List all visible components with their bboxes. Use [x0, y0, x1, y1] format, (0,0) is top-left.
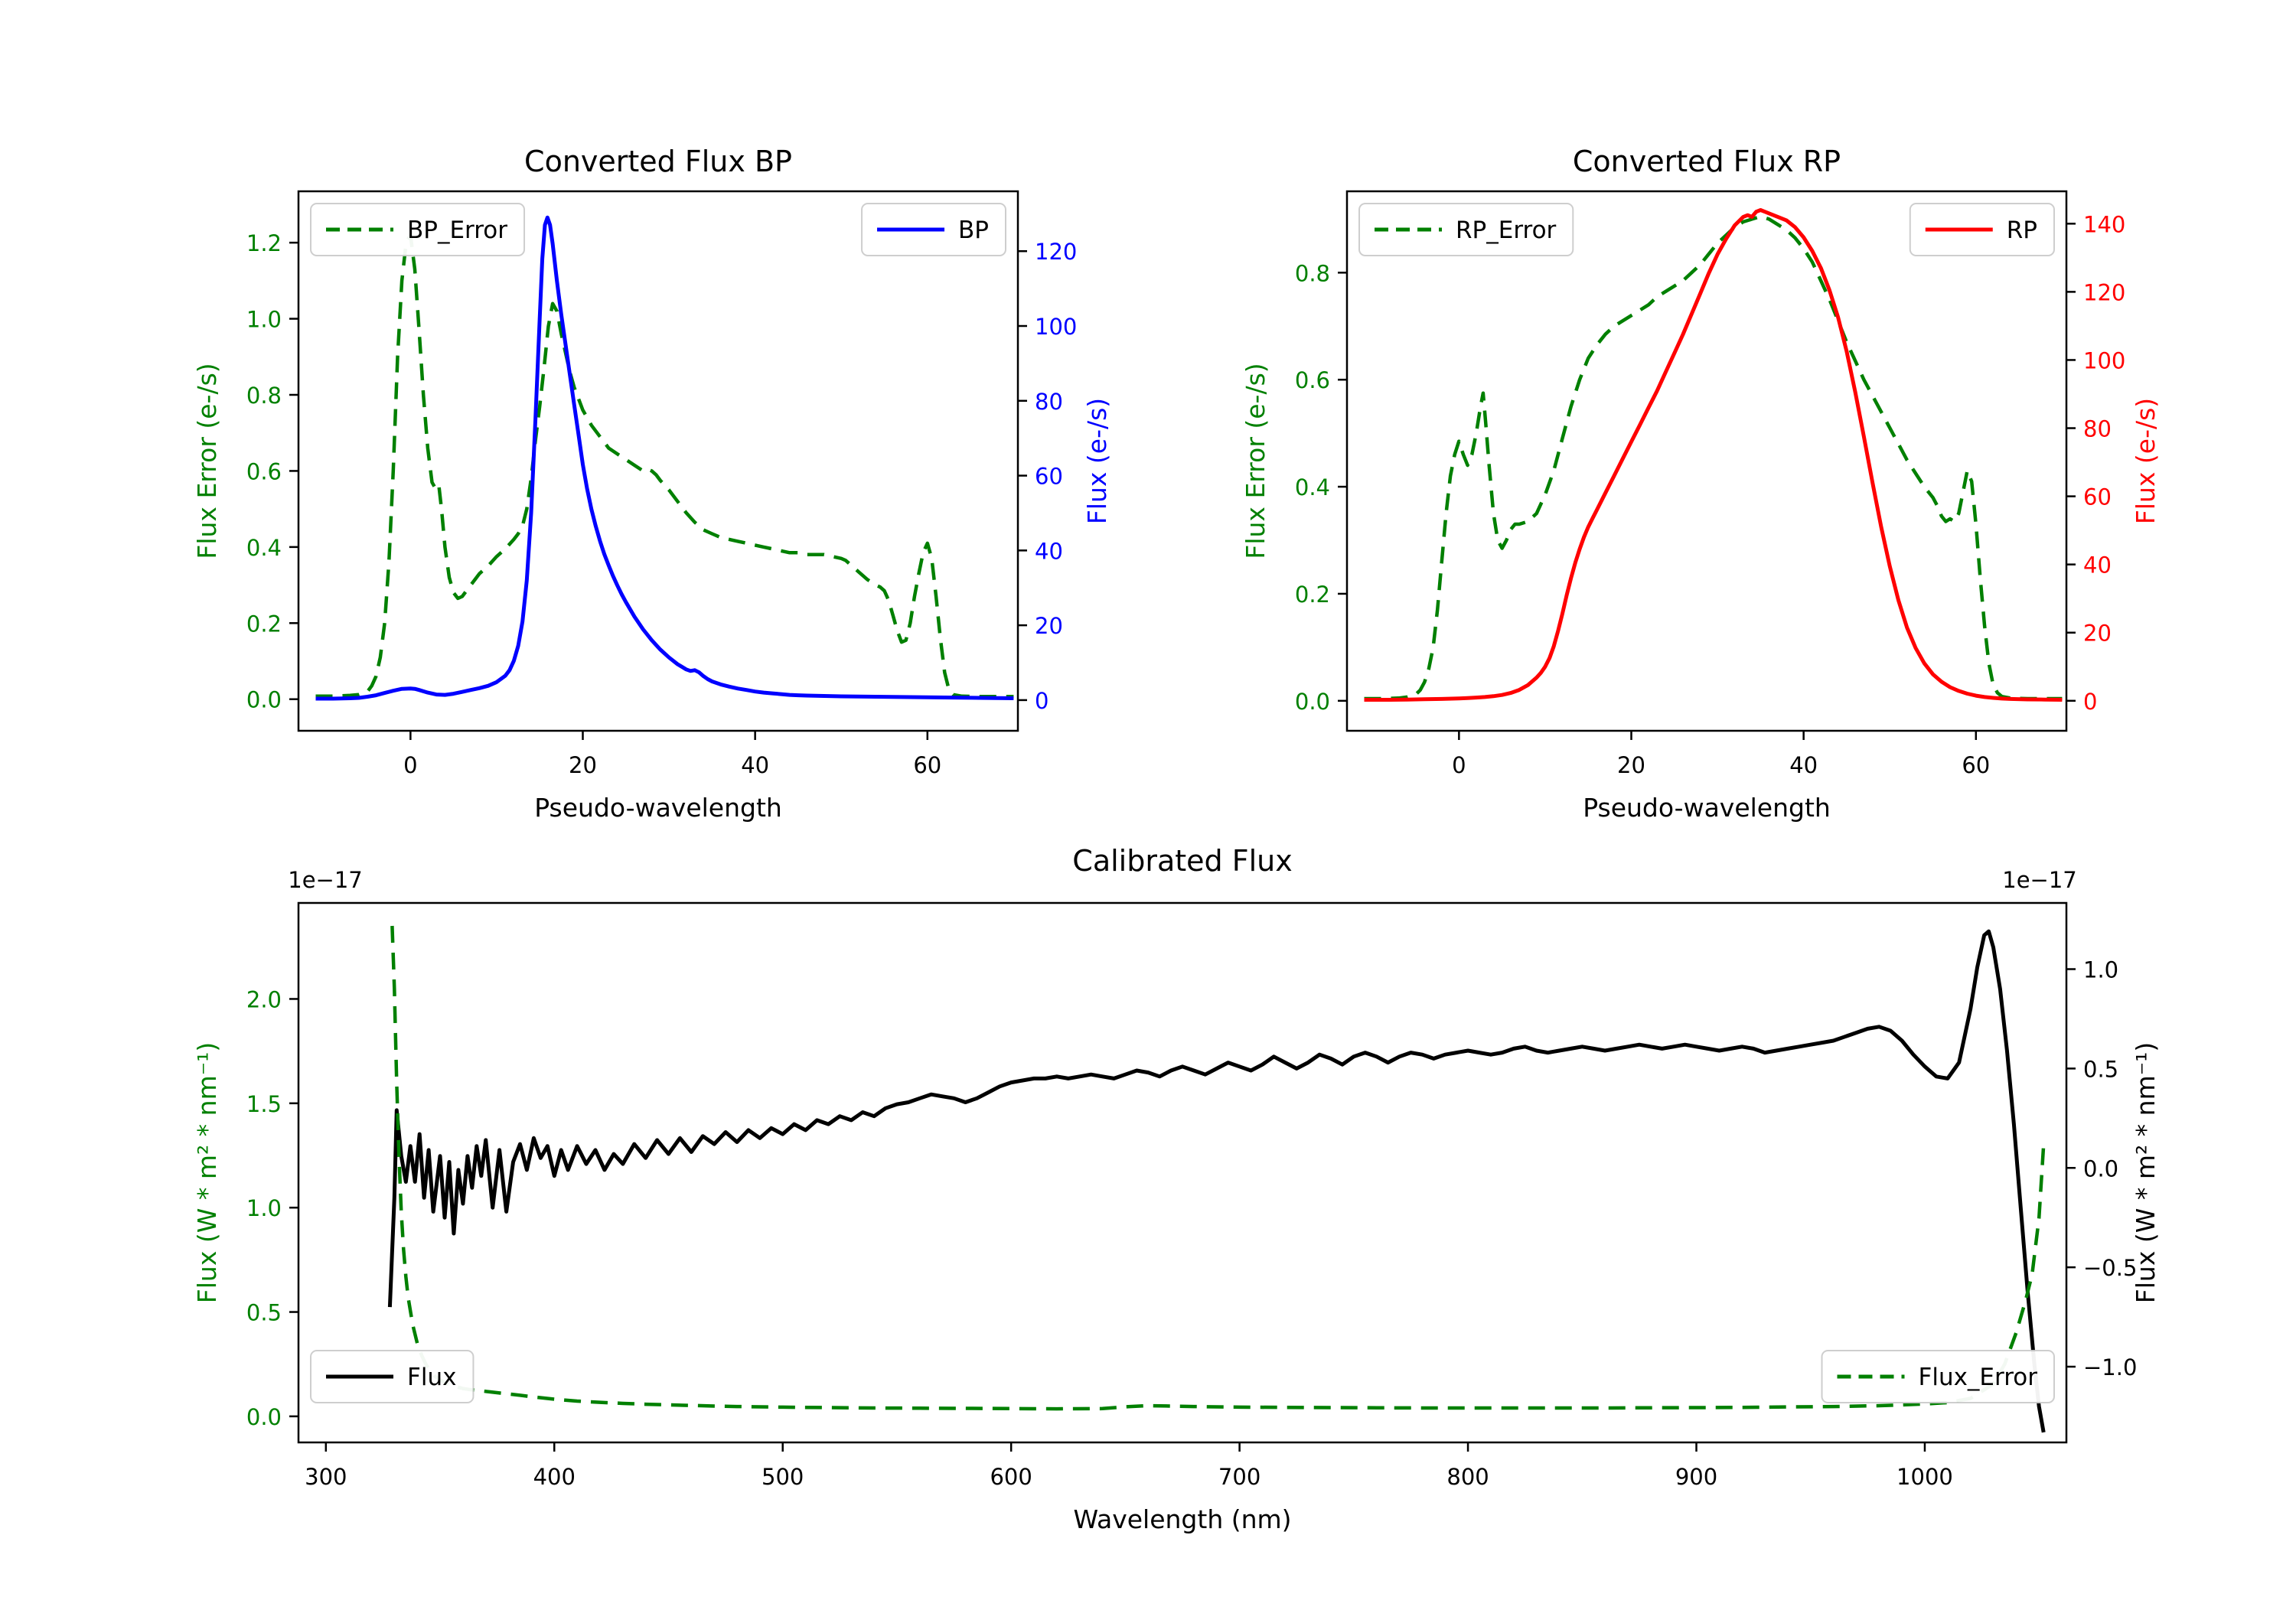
rp-left-tick-label: 0.8 — [1295, 260, 1330, 286]
rp-plot-frame — [1345, 190, 2068, 732]
rp-right-tick-label: 0 — [2083, 689, 2097, 715]
rp-series-rp_error-line — [1364, 214, 2063, 701]
chart-bp: 0 20 40 60 0.0 0.2 0.4 0.6 0.8 1.0 1.2 Flux Error (… — [192, 145, 1112, 823]
rp-right-tick-label: 40 — [2083, 552, 2112, 578]
cal-left-tick-label: 0.5 — [246, 1300, 282, 1326]
cal-right-tick-label: −0.5 — [2083, 1255, 2137, 1281]
bp-series-bp-line — [315, 215, 1014, 701]
rp-xlabel: Pseudo-wavelength — [1583, 793, 1831, 823]
rp-right-tick-label: 80 — [2083, 416, 2112, 442]
rp-left-tick-label: 0.6 — [1295, 367, 1330, 393]
bp-plot-frame — [297, 190, 1019, 732]
cal-legend-label: Flux — [407, 1364, 456, 1391]
bp-legend-bp_error: BP_Error — [310, 203, 526, 256]
rp-left-tick-label: 0.0 — [1295, 689, 1330, 715]
rp-title: Converted Flux RP — [1573, 145, 1841, 178]
bp-right-tick-label: 0 — [1035, 688, 1049, 714]
rp-legend-rp: RP — [1909, 203, 2055, 256]
rp-x-tick-label: 0 — [1452, 752, 1466, 778]
rp-right-tick-label: 20 — [2083, 621, 2112, 647]
cal-series-flux-line — [387, 929, 2046, 1433]
cal-right-offset-text: 1e−17 — [2002, 867, 2077, 893]
rp-right-tick-label: 140 — [2083, 211, 2125, 237]
bp-x-tick-label: 20 — [569, 752, 597, 778]
bp-left-tick-label: 0.6 — [246, 458, 282, 484]
bp-right-tick-label: 100 — [1035, 314, 1077, 340]
rp-left-axis-label: Flux Error (e-/s) — [1241, 363, 1270, 559]
rp-x-tick-label: 40 — [1789, 752, 1818, 778]
bp-x-tick-label: 40 — [741, 752, 769, 778]
cal-left-tick-label: 0.0 — [246, 1404, 282, 1430]
cal-title: Calibrated Flux — [1072, 844, 1292, 878]
cal-legend-flux_error: Flux_Error — [1821, 1350, 2055, 1403]
bp-x-tick-label: 0 — [403, 752, 417, 778]
cal-legend-flux: Flux — [310, 1350, 475, 1403]
bp-xlabel: Pseudo-wavelength — [534, 793, 782, 823]
cal-x-tick-label: 300 — [305, 1464, 347, 1490]
cal-right-tick-label: −1.0 — [2083, 1354, 2137, 1380]
cal-x-tick-label: 900 — [1675, 1464, 1717, 1490]
cal-x-tick-label: 600 — [990, 1464, 1032, 1490]
rp-x-tick-label: 20 — [1617, 752, 1645, 778]
chart-rp: 0 20 40 60 0.0 0.2 0.4 0.6 0.8 Flux Error (e-/s) 0… — [1241, 145, 2161, 823]
cal-x-tick-label: 500 — [762, 1464, 804, 1490]
cal-x-tick-label: 1000 — [1896, 1464, 1953, 1490]
rp-legend-box — [1358, 203, 1574, 256]
rp-legend-label: RP — [2007, 217, 2037, 244]
bp-right-tick-label: 20 — [1035, 613, 1063, 639]
cal-right-axis-label: Flux (W * m² * nm⁻¹) — [2131, 1042, 2161, 1304]
bp-series-bp_error-line — [315, 233, 1014, 699]
bp-left-tick-label: 1.0 — [246, 307, 282, 333]
bp-right-tick-label: 40 — [1035, 538, 1063, 564]
cal-x-tick-label: 400 — [533, 1464, 576, 1490]
rp-right-tick-label: 100 — [2083, 347, 2125, 373]
cal-left-tick-label: 1.0 — [246, 1195, 282, 1221]
cal-left-axis-label: Flux (W * m² * nm⁻¹) — [192, 1042, 222, 1304]
bp-right-tick-label: 80 — [1035, 389, 1063, 415]
bp-x-tick-label: 60 — [913, 752, 941, 778]
bp-legend-box — [310, 203, 526, 256]
cal-plot-frame — [297, 901, 2068, 1444]
cal-left-tick-label: 2.0 — [246, 986, 282, 1012]
chart-cal: 300 400 500 600 700 800 900 1000 0.0 0.5 1.0 1.5 2.0… — [192, 844, 2161, 1534]
bp-left-tick-label: 0.0 — [246, 687, 282, 713]
cal-x-tick-label: 700 — [1218, 1464, 1261, 1490]
rp-right-axis-label: Flux (e-/s) — [2131, 398, 2161, 524]
rp-right-tick-label: 60 — [2083, 484, 2112, 510]
bp-left-tick-label: 0.8 — [246, 383, 282, 409]
rp-series-rp-line — [1364, 208, 2063, 702]
bp-right-axis-label: Flux (e-/s) — [1082, 398, 1112, 524]
bp-legend-label: BP — [958, 217, 989, 244]
bp-legend-label: BP_Error — [407, 217, 507, 244]
cal-legend-label: Flux_Error — [1919, 1364, 2038, 1391]
rp-left-tick-label: 0.2 — [1295, 582, 1330, 608]
bp-legend-bp: BP — [861, 203, 1006, 256]
rp-x-tick-label: 60 — [1962, 752, 1990, 778]
cal-right-tick-label: 0.0 — [2083, 1155, 2118, 1181]
cal-legend-box — [1821, 1350, 2055, 1403]
cal-left-tick-label: 1.5 — [246, 1091, 282, 1117]
cal-x-tick-label: 800 — [1446, 1464, 1489, 1490]
rp-legend-rp_error: RP_Error — [1358, 203, 1574, 256]
cal-xlabel: Wavelength (nm) — [1073, 1504, 1291, 1534]
bp-title: Converted Flux BP — [524, 145, 792, 178]
bp-left-tick-label: 0.4 — [246, 535, 282, 561]
rp-left-tick-label: 0.4 — [1295, 474, 1330, 500]
bp-left-axis-label: Flux Error (e-/s) — [192, 363, 222, 559]
cal-series-flux_error-line — [390, 925, 2046, 1411]
rp-legend-label: RP_Error — [1456, 217, 1557, 244]
rp-right-tick-label: 120 — [2083, 279, 2125, 305]
cal-right-tick-label: 1.0 — [2083, 957, 2118, 983]
bp-left-tick-label: 0.2 — [246, 611, 282, 637]
cal-right-tick-label: 0.5 — [2083, 1056, 2118, 1082]
bp-left-tick-label: 1.2 — [246, 230, 282, 256]
bp-right-tick-label: 60 — [1035, 464, 1063, 490]
bp-right-tick-label: 120 — [1035, 239, 1077, 265]
cal-left-offset-text: 1e−17 — [288, 867, 363, 893]
